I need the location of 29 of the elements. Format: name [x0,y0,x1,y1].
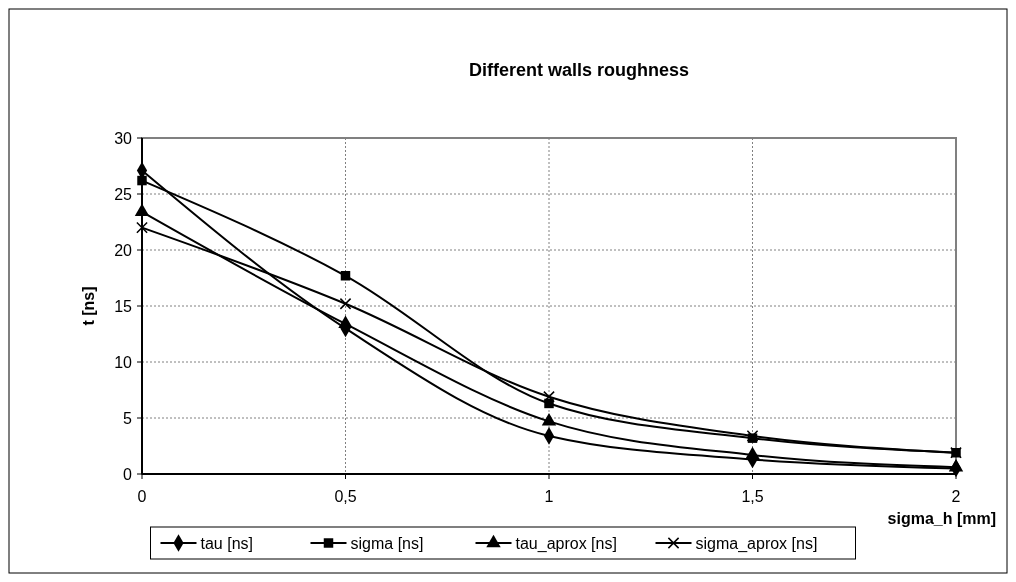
point [137,175,147,186]
point [948,458,964,472]
point [338,315,353,329]
legend-label: tau [ns] [200,534,253,552]
y-tick-label: 0 [123,465,133,483]
point [541,413,557,426]
y-tick-label: 20 [114,241,133,259]
y-axis-title: t [ns] [80,286,97,326]
chart-title: Different walls roughness [468,60,690,80]
legend-label: sigma [ns] [350,534,424,552]
x-tick-label: 1 [544,488,554,505]
x-axis-title: sigma_h [mm] [887,510,996,527]
point [134,203,150,217]
y-tick-label: 30 [114,129,133,147]
x-tick-label: 0,5 [334,488,357,505]
point [340,271,351,281]
point [136,221,148,234]
x-tick-label: 2 [951,488,961,505]
legend-label: sigma_aprox [ns] [695,534,818,553]
x-tick-label: 1,5 [741,488,764,505]
y-tick-label: 10 [114,353,133,371]
x-tick-label: 0 [137,488,147,505]
point [745,446,760,460]
point [543,390,555,403]
point [339,297,352,310]
legend-label: tau_aprox [ns] [515,534,617,553]
y-tick-label: 5 [123,409,133,427]
y-tick-label: 15 [114,297,133,315]
y-tick-label: 25 [114,185,133,203]
